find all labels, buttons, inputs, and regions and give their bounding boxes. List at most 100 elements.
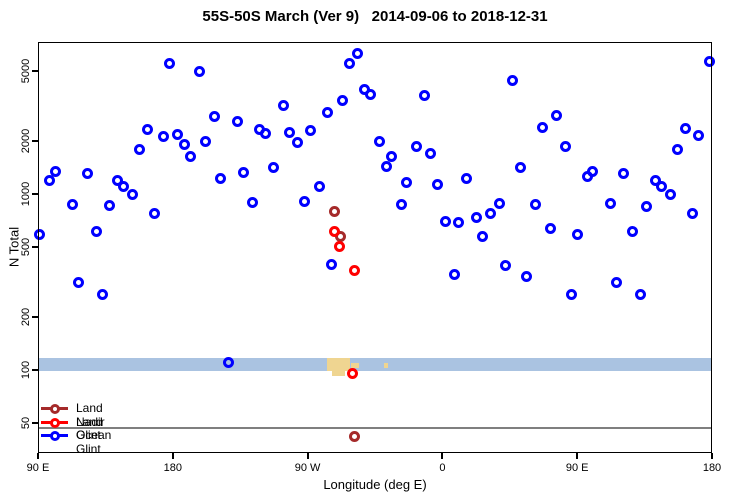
data-point-ocean-glint [507, 75, 519, 87]
data-point-ocean-glint [321, 107, 333, 119]
legend-circle-icon [50, 417, 60, 428]
map-strip-ocean-band [38, 358, 712, 371]
data-point-ocean-glint [215, 173, 227, 185]
data-point-ocean-glint [200, 136, 212, 148]
y-axis-tick [32, 246, 38, 248]
x-axis-tick-label: 0 [439, 462, 446, 474]
map-strip-land [383, 363, 389, 368]
data-point-ocean-glint [381, 160, 393, 172]
data-point-ocean-glint [418, 89, 430, 101]
data-point-ocean-glint [559, 141, 571, 153]
y-axis-tick [32, 193, 38, 196]
data-point-ocean-glint [493, 198, 505, 210]
data-point-ocean-glint [141, 123, 153, 135]
data-point-ocean-glint [117, 181, 129, 193]
data-point-ocean-glint [499, 260, 511, 272]
data-point-ocean-glint [400, 177, 412, 189]
chart-title: 55S-50S March (Ver 9) 2014-09-06 to 2018… [202, 8, 548, 25]
data-point-ocean-glint [237, 167, 249, 179]
data-point-ocean-glint [33, 229, 45, 241]
data-point-ocean-glint [385, 150, 397, 162]
data-point-ocean-glint [260, 127, 272, 139]
data-point-ocean-glint [246, 197, 258, 209]
data-point-ocean-glint [126, 189, 138, 201]
data-point-ocean-glint [471, 211, 483, 223]
x-axis-tick-label: 180 [163, 462, 182, 474]
data-point-ocean-glint [284, 126, 296, 138]
legend-circle-icon [50, 404, 60, 414]
data-point-ocean-glint [314, 181, 326, 193]
data-point-ocean-glint [439, 216, 451, 228]
data-point-ocean-glint [634, 289, 646, 301]
data-point-ocean-glint [679, 122, 691, 134]
y-axis-tick [32, 369, 38, 372]
y-axis-tick [32, 422, 38, 424]
data-point-ocean-glint [618, 168, 630, 180]
map-strip-land [327, 358, 350, 371]
data-point-ocean-glint [104, 200, 116, 212]
data-point-ocean-glint [373, 135, 385, 147]
data-point-land-glint [333, 240, 345, 252]
data-point-ocean-glint [520, 270, 532, 282]
data-point-ocean-glint [432, 178, 444, 190]
data-point-ocean-glint [550, 110, 562, 122]
x-axis-tick [37, 453, 39, 459]
y-axis-tick-label: 2000 [20, 128, 32, 154]
x-axis-tick-label: 90 E [26, 462, 50, 474]
data-point-land-glint [347, 367, 359, 379]
data-point-land-glint [329, 226, 341, 238]
y-axis-tick [32, 140, 38, 143]
data-point-ocean-glint [703, 56, 715, 68]
data-point-ocean-glint [134, 143, 146, 155]
data-point-ocean-glint [72, 276, 84, 288]
data-point-ocean-glint [460, 172, 472, 184]
legend-line-circle-icon [41, 404, 68, 414]
data-point-ocean-glint [164, 57, 176, 69]
legend-line-circle-icon [41, 431, 68, 441]
data-point-ocean-glint [291, 137, 303, 149]
data-point-ocean-glint [50, 165, 62, 177]
data-point-ocean-glint [209, 111, 221, 123]
data-point-ocean-glint [179, 138, 191, 150]
data-point-ocean-glint [640, 201, 652, 213]
map-strip-land [331, 370, 346, 376]
y-axis-tick-label: 500 [20, 237, 32, 257]
data-point-ocean-glint [627, 226, 639, 238]
y-axis-tick [32, 316, 38, 319]
data-point-ocean-glint [326, 258, 338, 270]
x-axis-title: Longitude (deg E) [323, 477, 427, 492]
x-axis-tick [171, 453, 174, 459]
y-axis-tick-label: 50 [20, 416, 32, 430]
data-point-ocean-glint [81, 168, 93, 180]
data-point-ocean-glint [194, 66, 206, 78]
data-point-ocean-glint [44, 174, 56, 186]
legend-label: Land Nadir [76, 401, 105, 429]
map-strip-land [351, 362, 359, 368]
data-point-ocean-glint [693, 130, 705, 142]
data-point-ocean-glint [672, 143, 684, 155]
data-point-ocean-glint [537, 121, 549, 133]
data-point-ocean-glint [687, 207, 699, 219]
y-axis-tick-label: 1000 [20, 181, 32, 207]
data-point-ocean-glint [351, 48, 363, 60]
data-point-land-nadir [348, 430, 360, 442]
data-point-ocean-glint [582, 171, 594, 183]
x-axis-tick [711, 453, 713, 459]
data-point-ocean-glint [529, 199, 541, 211]
data-point-ocean-glint [66, 199, 78, 211]
x-axis-tick [576, 453, 579, 459]
data-point-ocean-glint [571, 228, 583, 240]
data-point-ocean-glint [149, 207, 161, 219]
x-axis-tick-label: 90 E [565, 462, 589, 474]
data-point-land-glint [348, 264, 360, 276]
legend-circle-icon [50, 431, 60, 441]
y-axis-tick [32, 70, 38, 72]
data-point-ocean-glint [453, 217, 465, 229]
data-point-ocean-glint [396, 199, 408, 211]
data-point-ocean-glint [604, 198, 616, 210]
data-point-ocean-glint [158, 131, 170, 143]
data-point-ocean-glint [111, 175, 123, 187]
data-point-ocean-glint [344, 57, 356, 69]
plot-border [38, 42, 712, 453]
